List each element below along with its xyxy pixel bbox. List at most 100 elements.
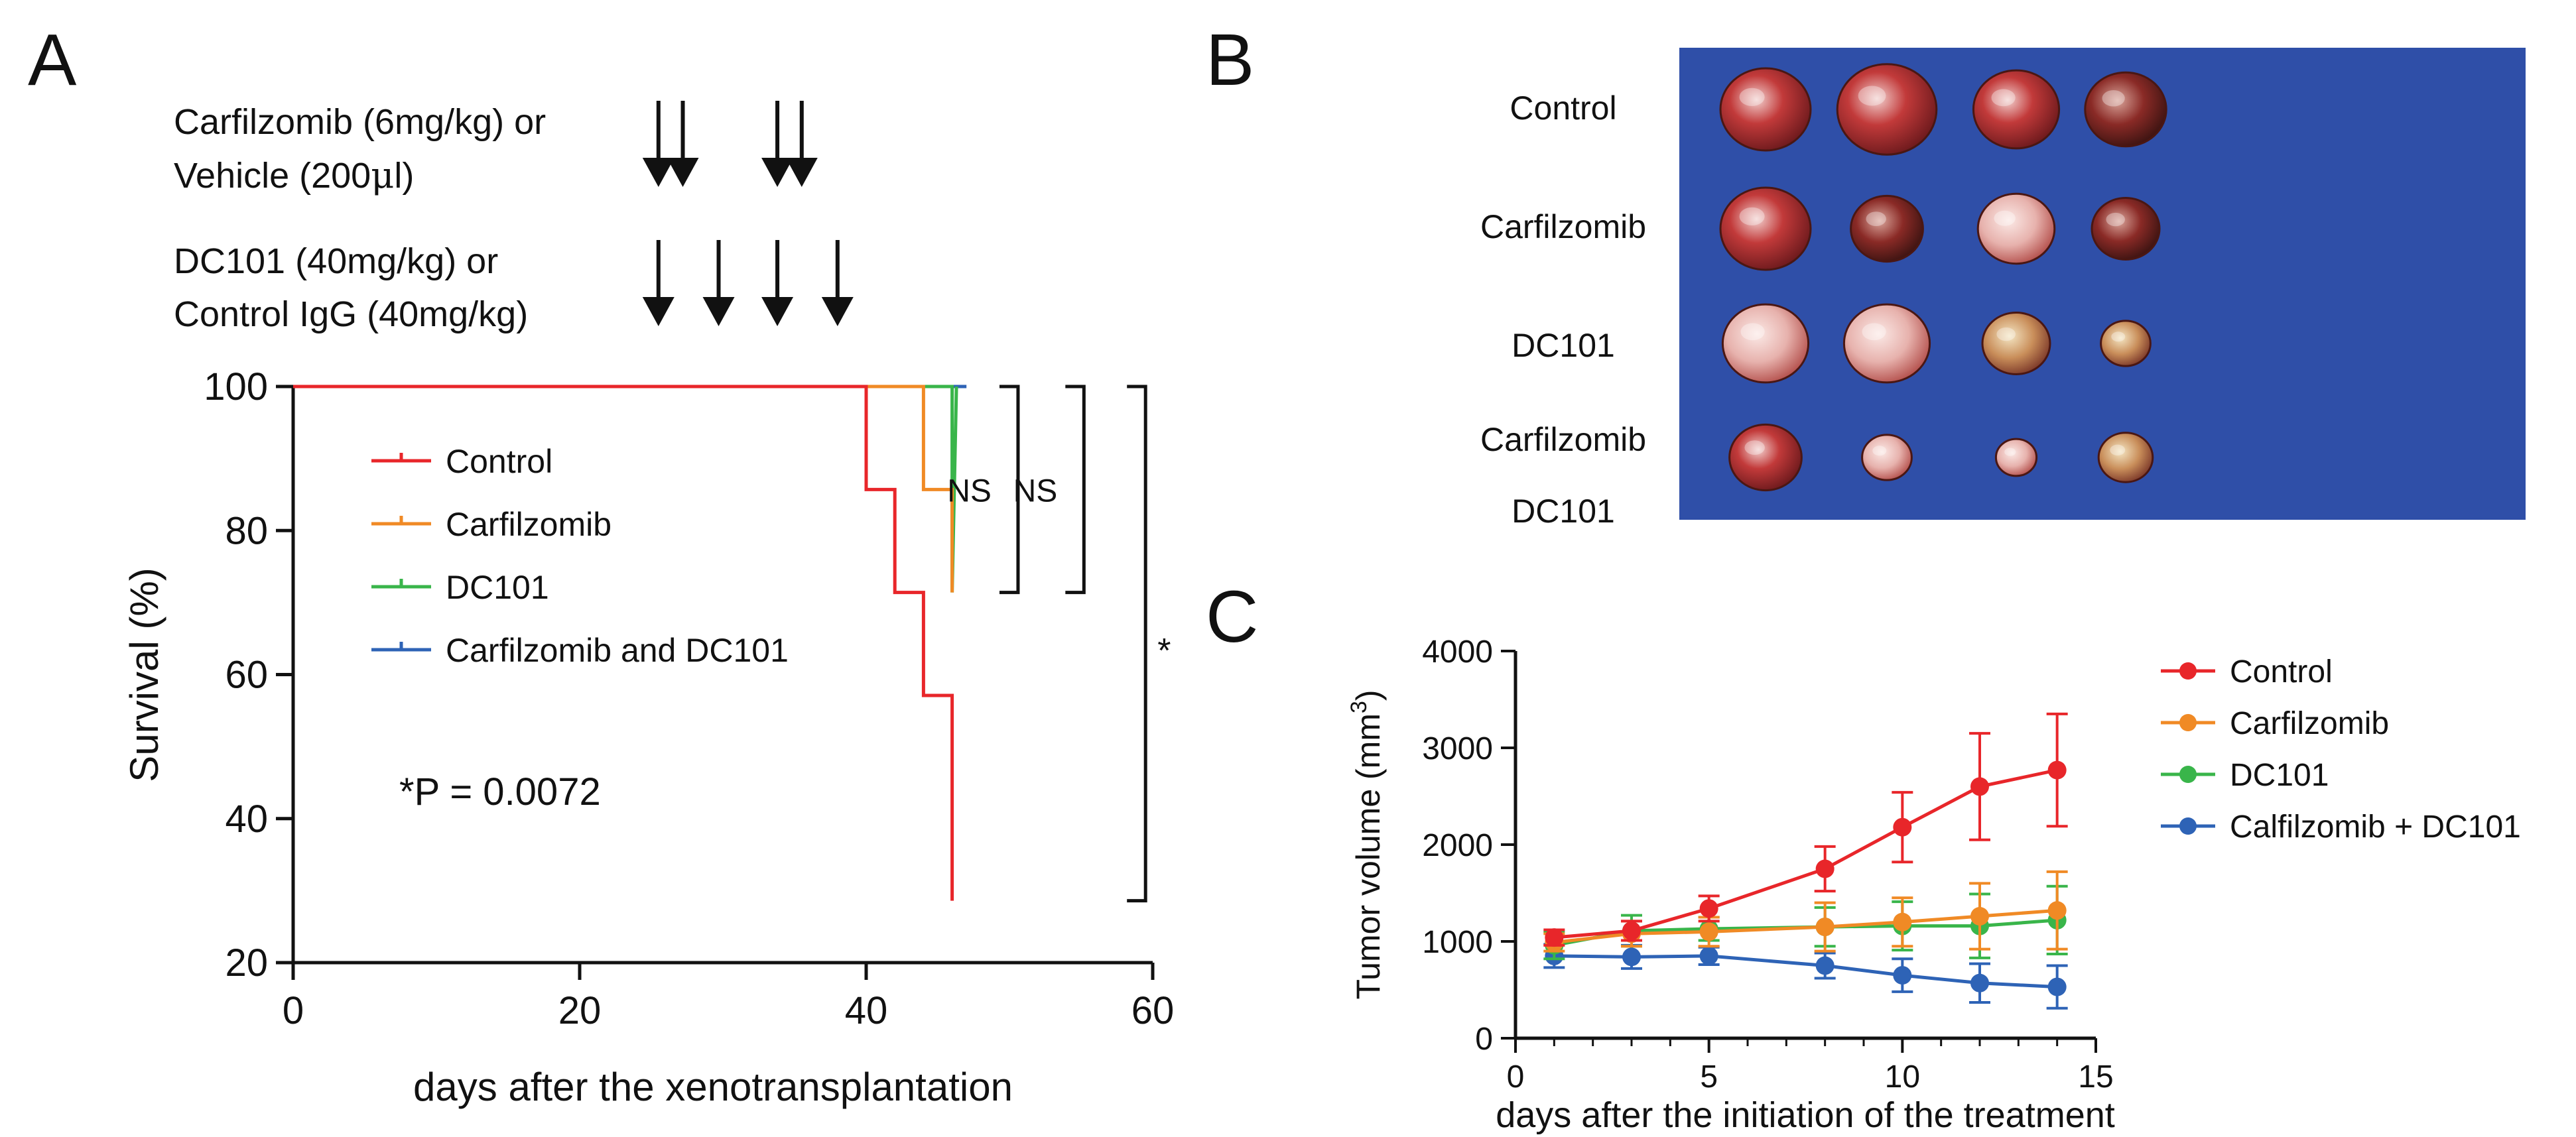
dose-arrow-head	[642, 158, 675, 187]
survival-x-tick-label: 60	[1131, 989, 1175, 1032]
tumor-specimen	[1972, 69, 2061, 150]
volume-y-tick-label: 3000	[1422, 731, 1493, 766]
survival-x-tick-label: 20	[558, 989, 602, 1032]
survival-y-tick-label: 60	[225, 654, 268, 697]
data-point	[1893, 912, 1912, 931]
survival-x-tick-label: 0	[283, 989, 304, 1032]
dose-arrow-head	[785, 158, 818, 187]
survival-significance-brackets: NS NS *	[947, 385, 1171, 903]
volume-y-tick-label: 1000	[1422, 925, 1493, 960]
survival-line-carfilzomib	[293, 385, 954, 593]
drug1-label-line2-pre: Vehicle (200	[174, 156, 371, 196]
tumor-highlight	[1991, 89, 2016, 107]
tumor-specimens	[1719, 63, 2167, 492]
significance-bracket	[1065, 385, 1086, 595]
survival-pvalue: *P = 0.0072	[399, 770, 601, 813]
legend-marker	[2179, 766, 2197, 783]
row-label-combo-line1: Carfilzomib	[1480, 421, 1646, 458]
legend-label-dc101: DC101	[446, 569, 549, 606]
survival-y-tick-label: 20	[225, 941, 268, 985]
tumor-specimen	[1861, 434, 1913, 481]
dose-arrow-head	[667, 158, 699, 187]
drug1-label-line2-post: l)	[394, 156, 414, 196]
data-point	[1815, 859, 1835, 878]
tumor-specimen	[2097, 432, 2154, 483]
dose-arrow-head	[761, 297, 794, 326]
survival-y-tick-label: 100	[204, 365, 268, 408]
data-point	[2047, 760, 2067, 780]
tumor-highlight	[1994, 210, 2016, 226]
dose-arrow-head	[642, 297, 675, 326]
row-label-combo-line2: DC101	[1512, 493, 1615, 530]
volume-x-tick-label: 15	[2078, 1059, 2113, 1095]
data-point	[1970, 907, 1989, 926]
dose-arrow-head	[761, 158, 794, 187]
data-point	[1545, 928, 1564, 947]
volume-y-label-end: )	[1350, 689, 1387, 701]
survival-y-label: Survival (%)	[122, 568, 166, 782]
legend-label-control: Control	[446, 443, 552, 480]
legend-label-carfilzomib: Carfilzomib	[2230, 706, 2389, 741]
legend-label-calfilzomib-dc101: Calfilzomib + DC101	[2230, 809, 2521, 845]
volume-x-ticks: 0 5 10 15	[1507, 1038, 2114, 1095]
volume-y-tick-label: 2000	[1422, 828, 1493, 863]
volume-series-calfilzomib-dc101	[1543, 943, 2068, 1010]
tumor-specimen	[1994, 438, 2038, 477]
dose-arrow-head	[702, 297, 735, 326]
tumor-highlight	[1858, 86, 1886, 106]
legend-marker	[2179, 817, 2197, 835]
significance-bracket	[999, 385, 1020, 595]
tumor-specimen	[1721, 303, 1810, 384]
data-point	[1970, 973, 1989, 992]
survival-curves	[293, 385, 967, 901]
panel-b-label: B	[1206, 19, 1254, 101]
data-point	[1699, 946, 1718, 965]
row-label-dc101: DC101	[1512, 327, 1615, 364]
survival-line-control	[293, 385, 954, 901]
data-point	[1622, 921, 1641, 940]
volume-y-label-main: Tumor volume (mm	[1350, 713, 1387, 1000]
survival-y-ticks: 20 40 60 80 100	[204, 365, 293, 985]
legend-marker	[2179, 662, 2197, 680]
volume-y-tick-label: 0	[1475, 1022, 1493, 1057]
data-point	[1893, 966, 1912, 985]
drug1-dose-arrows	[642, 101, 818, 187]
tumor-specimen	[1842, 303, 1931, 384]
tumor-specimen	[2100, 320, 2152, 367]
tumor-highlight	[2110, 444, 2126, 456]
tumor-specimen	[1976, 192, 2056, 265]
row-label-carfilzomib: Carfilzomib	[1480, 208, 1646, 245]
significance-label: *	[1157, 632, 1171, 670]
drug1-label-line1: Carfilzomib (6mg/kg) or	[174, 102, 546, 142]
tumor-highlight	[1740, 323, 1765, 341]
tumor-specimen	[1836, 63, 1938, 156]
survival-line-dc101	[293, 385, 958, 593]
survival-y-tick-label: 40	[225, 798, 268, 841]
volume-legend: Control Carfilzomib DC101 Calfilzomib + DC1…	[2161, 654, 2521, 845]
tumor-specimen	[1719, 186, 1812, 271]
row-label-control: Control	[1510, 90, 1616, 127]
tumor-highlight	[1744, 440, 1765, 455]
survival-chart: 20 40 60 80 100 0 20 40 60 NS NS * Control Carfilz…	[122, 365, 1174, 1109]
tumor-highlight	[2106, 212, 2125, 227]
survival-x-label: days after the xenotransplantation	[413, 1065, 1013, 1109]
dose-arrow-head	[821, 297, 854, 326]
survival-legend: Control Carfilzomib DC101 Carfilzomib and D…	[371, 443, 789, 669]
tumor-specimen	[1981, 312, 2051, 375]
tumor-highlight	[2004, 448, 2016, 456]
volume-y-label-sup: 3	[1346, 701, 1372, 713]
tumor-photo	[1679, 48, 2526, 520]
tumor-highlight	[1862, 323, 1886, 341]
volume-series-control	[1543, 712, 2068, 947]
tumor-highlight	[1866, 211, 1886, 227]
panel-a-label: A	[28, 19, 77, 101]
tumor-volume-chart: 0 1000 2000 3000 4000 0 5 10 15 Control Carfilzo…	[1346, 634, 2521, 1135]
survival-y-tick-label: 80	[225, 509, 268, 552]
data-point	[2047, 901, 2067, 920]
drug2-dose-arrows	[642, 240, 854, 326]
drug1-label-line2: Vehicle (200μl)	[174, 154, 414, 196]
legend-label-control: Control	[2230, 654, 2333, 689]
volume-y-tick-label: 4000	[1422, 634, 1493, 670]
dosing-schedule: Carfilzomib (6mg/kg) or Vehicle (200μl) …	[174, 101, 854, 334]
